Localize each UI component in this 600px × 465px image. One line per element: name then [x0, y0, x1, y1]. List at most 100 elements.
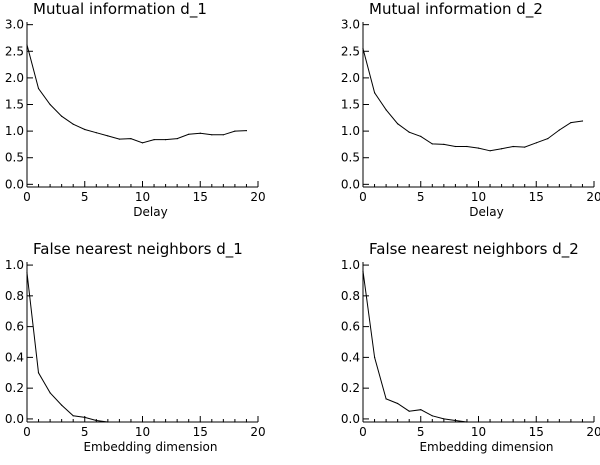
data-point [49, 392, 51, 394]
data-point [477, 147, 480, 149]
data-point [489, 421, 491, 423]
data-point [397, 123, 399, 125]
data-point [501, 148, 503, 150]
series-line-fnn-d1 [26, 272, 247, 423]
data-point [141, 142, 144, 144]
y-tick-label: 2.5 [5, 44, 24, 58]
y-tick-label: 0.8 [341, 289, 360, 303]
y-tick-label: 1.0 [341, 258, 360, 272]
panel-title: Mutual information d_2 [369, 0, 543, 19]
data-point [535, 142, 537, 144]
series-line-fnn-d2 [362, 271, 583, 423]
data-point [72, 123, 74, 125]
data-point [141, 421, 144, 423]
y-tick-label: 2.0 [341, 71, 360, 85]
x-tick-label: 20 [250, 425, 265, 439]
panel-fnn-d1: False nearest neighbors d_1 0 5 10 15 20 0.0 0.… [5, 240, 266, 454]
data-point [558, 129, 561, 131]
panel-title: Mutual information d_1 [33, 0, 207, 19]
data-point [176, 421, 178, 423]
data-point [188, 421, 190, 423]
data-point [397, 402, 399, 405]
data-point [26, 272, 28, 274]
y-tick-label: 3.0 [341, 18, 360, 32]
y-tick-label: 0.0 [5, 177, 24, 191]
data-point [118, 138, 120, 140]
data-point [524, 146, 526, 148]
data-point [374, 92, 376, 94]
y-tick-label: 0.8 [5, 289, 24, 303]
data-point [165, 421, 167, 423]
data-point [37, 87, 40, 90]
y-tick-label: 0.6 [341, 320, 360, 334]
data-point [489, 150, 491, 152]
y-tick-label: 2.0 [5, 71, 24, 85]
data-point [211, 134, 213, 136]
panel-mi-d1: Mutual information d_1 0 5 10 15 20 0.0 0.5 1.0 1… [5, 0, 266, 219]
data-point [188, 133, 190, 135]
x-tick-label: 5 [81, 425, 89, 439]
data-point [245, 130, 247, 132]
data-point [234, 421, 236, 423]
data-point [420, 135, 422, 137]
y-tick-label: 0.0 [341, 177, 360, 191]
x-tick-label: 10 [135, 190, 150, 204]
y-tick-label: 1.0 [341, 124, 360, 138]
x-tick-label: 10 [135, 425, 150, 439]
data-point [454, 145, 456, 148]
x-tick-label: 10 [471, 190, 486, 204]
data-point [408, 410, 410, 412]
series-line-mi-d2 [362, 48, 583, 152]
y-tick-label: 0.4 [341, 350, 360, 364]
x-axis-label: Delay [133, 205, 167, 219]
y-tick-label: 1.0 [5, 124, 24, 138]
panel-mi-d2: Mutual information d_2 0 5 10 15 20 0.0 0.5 1.0 1… [341, 0, 600, 219]
x-tick-label: 15 [529, 425, 544, 439]
x-tick-label: 5 [417, 190, 425, 204]
x-tick-label: 0 [359, 190, 367, 204]
data-point [95, 132, 97, 134]
panel-title: False nearest neighbors d_2 [369, 240, 579, 259]
x-tick-label: 10 [471, 425, 486, 439]
y-tick-label: 0.2 [5, 381, 24, 395]
data-point [512, 145, 514, 148]
data-point [581, 421, 584, 423]
data-point [420, 409, 422, 411]
x-tick-label: 20 [586, 190, 600, 204]
data-point [558, 421, 561, 423]
data-point [107, 421, 109, 423]
x-axis-label: Embedding dimension [419, 440, 553, 454]
x-axis-label: Embedding dimension [83, 440, 217, 454]
data-point [477, 421, 480, 423]
data-point [443, 418, 445, 420]
x-tick-label: 20 [250, 190, 265, 204]
series-line-mi-d1 [26, 44, 247, 144]
x-tick-label: 15 [529, 190, 544, 204]
data-point [431, 143, 433, 145]
data-point [222, 421, 224, 423]
data-point [61, 115, 63, 117]
data-point [153, 139, 155, 141]
data-point [408, 131, 410, 133]
data-point [118, 421, 120, 423]
data-point [362, 48, 364, 50]
data-point [72, 415, 74, 417]
y-tick-label: 0.0 [341, 412, 360, 426]
y-tick-label: 0.4 [5, 350, 24, 364]
data-point [362, 270, 364, 272]
x-axis-label: Delay [469, 205, 503, 219]
data-point [176, 138, 178, 140]
x-tick-label: 20 [586, 425, 600, 439]
data-point [535, 421, 537, 423]
data-point [95, 419, 97, 422]
y-tick-label: 0.5 [5, 151, 24, 165]
data-point [431, 415, 433, 417]
data-point [547, 138, 549, 140]
data-point [524, 421, 526, 423]
data-point [165, 139, 167, 141]
data-point [581, 120, 584, 122]
x-tick-label: 0 [359, 425, 367, 439]
data-point [245, 421, 247, 423]
data-point [222, 134, 224, 136]
